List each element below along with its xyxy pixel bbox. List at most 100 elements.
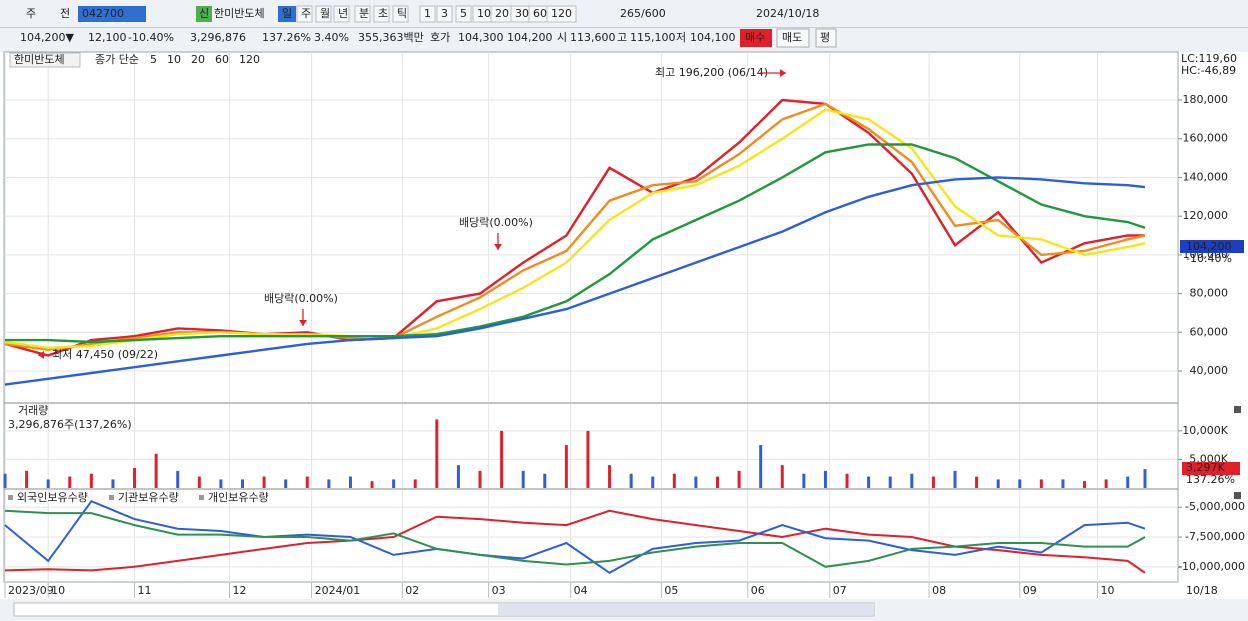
- volume-bar: [867, 476, 871, 488]
- x-tick-label: 2024/01: [315, 584, 361, 597]
- volume-bar: [392, 479, 396, 488]
- toolbar-item[interactable]: 주: [301, 7, 311, 20]
- quote-item[interactable]: 매도: [782, 31, 802, 44]
- y-tick-label: 180,000: [1183, 93, 1229, 106]
- tab-button[interactable]: [373, 5, 390, 23]
- toolbar-item[interactable]: 3: [441, 7, 448, 20]
- toolbar-item[interactable]: 042700: [82, 7, 124, 20]
- tab-button[interactable]: [333, 5, 350, 23]
- chart-title: 한미반도체: [14, 53, 65, 66]
- volume-bar: [629, 473, 633, 488]
- toolbar-item[interactable]: /600: [641, 7, 666, 20]
- scrollbar-thumb[interactable]: [498, 604, 874, 615]
- tab-button[interactable]: [296, 5, 313, 23]
- x-tick-label: 07: [833, 584, 847, 597]
- y-tick-label: -7,500,000: [1185, 530, 1245, 543]
- quote-item[interactable]: 매수: [745, 31, 765, 44]
- legend-entry: 외국인보유수량: [17, 491, 88, 504]
- quote-item: 3,296,876: [190, 31, 246, 44]
- legend-entry: 개인보유수량: [208, 491, 269, 504]
- toolbar-item[interactable]: 2024/10/18: [756, 7, 819, 20]
- quote-item: 104,200▼: [20, 31, 74, 44]
- volume-bar: [543, 473, 547, 488]
- volume-bar: [284, 479, 288, 488]
- quote-item: 115,100: [630, 31, 676, 44]
- y-tick-label: 120,000: [1183, 209, 1229, 222]
- series-line: [4, 108, 1146, 350]
- tab-button[interactable]: [455, 5, 472, 23]
- button[interactable]: [815, 28, 837, 48]
- pane-close[interactable]: [1234, 492, 1241, 499]
- toolbar-item[interactable]: 30: [515, 7, 529, 20]
- toolbar-item[interactable]: 년: [338, 7, 348, 20]
- sell-button[interactable]: [776, 28, 810, 48]
- volume-bar: [25, 470, 29, 488]
- tab-button[interactable]: [546, 5, 577, 23]
- annotation: 배당락(0.00%): [264, 292, 338, 305]
- toolbar-item[interactable]: 분: [359, 7, 369, 20]
- tab-button[interactable]: [315, 5, 332, 23]
- toolbar-item[interactable]: 틱: [397, 7, 407, 20]
- volume-bar: [456, 465, 460, 488]
- x-tick-label: 08: [932, 584, 946, 597]
- volume-bar: [996, 479, 1000, 488]
- tab-button[interactable]: [392, 5, 409, 23]
- quote-item: 시: [557, 31, 567, 44]
- toolbar-item[interactable]: 월: [320, 7, 330, 20]
- volume-bar: [111, 479, 115, 488]
- y-tick-label: 40,000: [1190, 364, 1229, 377]
- quote-item[interactable]: 평: [820, 31, 830, 44]
- buy-button[interactable]: [740, 29, 772, 47]
- volume-bar: [1083, 481, 1087, 488]
- toolbar-item[interactable]: 1: [424, 7, 431, 20]
- volume-bar: [435, 419, 439, 488]
- y-tick-label: -5,000,000: [1185, 500, 1245, 513]
- volume-bar: [327, 479, 331, 488]
- annotation: 최저 47,450 (09/22): [52, 348, 158, 361]
- x-tick-label: 10: [51, 584, 65, 597]
- tab-button[interactable]: [354, 5, 371, 23]
- legend-entry: 20: [191, 53, 205, 66]
- toolbar-item[interactable]: 5: [460, 7, 467, 20]
- volume-bar: [608, 465, 612, 488]
- value-label-box: [1182, 462, 1240, 475]
- toolbar-item[interactable]: 120: [551, 7, 572, 20]
- x-tick-label: 11: [138, 584, 152, 597]
- last-change-label: -10.40%: [1186, 252, 1232, 265]
- toolbar-item[interactable]: 전: [60, 7, 70, 20]
- annotation: 최고 196,200 (06/14): [655, 66, 768, 79]
- toolbar-item[interactable]: 60: [533, 7, 547, 20]
- toolbar-item[interactable]: 일: [282, 6, 292, 20]
- legend-entry: 120: [239, 53, 260, 66]
- x-tick-label: 02: [405, 584, 419, 597]
- toolbar-item[interactable]: 초: [378, 7, 388, 20]
- toolbar-item[interactable]: 20: [495, 7, 509, 20]
- pane-close[interactable]: [1234, 406, 1241, 413]
- arrow-head: [494, 244, 502, 250]
- volume-bar: [888, 476, 892, 488]
- selected-tab[interactable]: [278, 6, 296, 22]
- quote-item: 104,200: [507, 31, 553, 44]
- legend-swatch: [109, 495, 114, 500]
- toolbar-item[interactable]: 주: [26, 7, 36, 20]
- legend-entry: 10: [167, 53, 181, 66]
- toolbar-item[interactable]: 265: [620, 7, 641, 20]
- toolbar-item[interactable]: 신: [199, 7, 209, 20]
- quote-item: 고: [617, 31, 627, 44]
- badge: [196, 6, 212, 22]
- volume-bar: [759, 445, 763, 488]
- quote-item: 104,300: [458, 31, 504, 44]
- arrow-head: [299, 320, 307, 326]
- x-tick-label: 10: [1101, 584, 1115, 597]
- toolbar-item[interactable]: 한미반도체: [214, 7, 265, 20]
- volume-bar: [910, 473, 914, 488]
- series-line: [4, 499, 1146, 574]
- volume-bar: [521, 470, 525, 488]
- tab-button[interactable]: [436, 5, 453, 23]
- x-tick-label: 03: [492, 584, 506, 597]
- tab-button[interactable]: [419, 5, 436, 23]
- toolbar-item[interactable]: 10: [477, 7, 491, 20]
- y-tick-label: 160,000: [1183, 132, 1229, 145]
- volume-bar: [46, 479, 50, 488]
- code-input[interactable]: [78, 6, 146, 22]
